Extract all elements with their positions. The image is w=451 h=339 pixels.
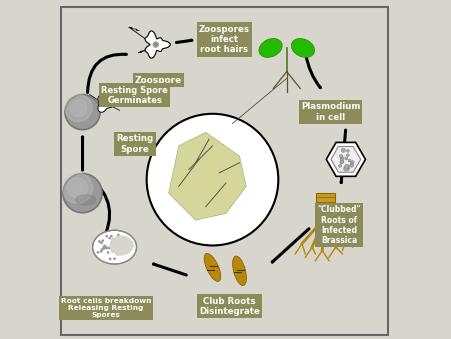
Circle shape [65, 95, 100, 129]
Circle shape [349, 164, 353, 167]
Circle shape [122, 246, 124, 249]
Circle shape [98, 240, 101, 243]
Circle shape [154, 43, 157, 46]
Circle shape [114, 240, 117, 243]
Circle shape [111, 240, 114, 243]
Circle shape [111, 238, 114, 241]
Circle shape [339, 160, 343, 164]
FancyBboxPatch shape [316, 193, 334, 217]
Ellipse shape [76, 195, 96, 205]
Circle shape [102, 247, 105, 250]
Polygon shape [330, 146, 360, 172]
Ellipse shape [291, 39, 314, 57]
Circle shape [109, 258, 111, 260]
Circle shape [101, 239, 104, 242]
Circle shape [72, 183, 83, 193]
Circle shape [101, 248, 103, 251]
Polygon shape [168, 132, 246, 220]
Circle shape [119, 247, 122, 250]
Ellipse shape [258, 39, 281, 57]
Ellipse shape [204, 254, 221, 281]
Circle shape [115, 252, 118, 255]
Circle shape [62, 173, 92, 203]
Circle shape [106, 251, 109, 254]
Circle shape [117, 234, 120, 236]
Circle shape [131, 245, 133, 247]
Circle shape [343, 166, 347, 171]
Circle shape [341, 148, 345, 152]
Circle shape [108, 246, 111, 249]
Circle shape [350, 161, 354, 164]
Circle shape [345, 149, 349, 152]
Text: Zoospores
infect
root hairs: Zoospores infect root hairs [198, 25, 249, 55]
Circle shape [123, 251, 126, 254]
Circle shape [345, 166, 349, 171]
Circle shape [106, 247, 109, 250]
Circle shape [347, 159, 350, 162]
Text: Club Roots
Disintegrate: Club Roots Disintegrate [198, 297, 259, 316]
Circle shape [127, 241, 130, 244]
Text: Resting Spore
Germinates: Resting Spore Germinates [101, 85, 168, 105]
Ellipse shape [109, 235, 133, 256]
Circle shape [116, 253, 119, 256]
Circle shape [105, 246, 107, 249]
Circle shape [344, 157, 347, 160]
Polygon shape [145, 31, 170, 58]
Circle shape [65, 95, 92, 122]
Circle shape [105, 246, 107, 248]
Circle shape [100, 241, 103, 244]
Circle shape [114, 239, 116, 242]
Circle shape [340, 156, 342, 159]
Circle shape [350, 162, 353, 165]
Circle shape [110, 240, 113, 242]
Text: "Clubbed"
Roots of
Infected
Brassica: "Clubbed" Roots of Infected Brassica [317, 205, 360, 245]
Circle shape [111, 238, 114, 241]
Circle shape [346, 154, 349, 157]
Circle shape [120, 238, 122, 240]
Circle shape [97, 251, 99, 254]
Circle shape [126, 246, 129, 249]
Circle shape [103, 244, 106, 247]
Circle shape [105, 235, 108, 237]
Circle shape [124, 245, 127, 248]
Circle shape [340, 160, 343, 163]
FancyBboxPatch shape [60, 7, 387, 335]
Circle shape [119, 249, 121, 252]
Text: Zoospore: Zoospore [134, 76, 182, 84]
Circle shape [110, 248, 113, 251]
Ellipse shape [92, 230, 136, 264]
Circle shape [67, 178, 87, 198]
Circle shape [124, 240, 127, 243]
Circle shape [102, 101, 107, 106]
Circle shape [110, 235, 112, 238]
Text: Resting
Spore: Resting Spore [116, 135, 153, 154]
Text: Plasmodium
in cell: Plasmodium in cell [300, 102, 359, 122]
Circle shape [70, 100, 87, 117]
Circle shape [338, 164, 341, 167]
Circle shape [130, 241, 133, 243]
Circle shape [108, 237, 110, 239]
Circle shape [118, 245, 121, 248]
Circle shape [153, 42, 158, 47]
Circle shape [344, 164, 348, 169]
Polygon shape [98, 95, 114, 112]
Circle shape [63, 174, 102, 213]
Text: Root cells breakdown
Releasing Resting
Spores: Root cells breakdown Releasing Resting S… [61, 298, 151, 318]
Circle shape [111, 250, 114, 253]
Circle shape [102, 246, 105, 249]
Circle shape [339, 157, 343, 161]
Ellipse shape [232, 256, 246, 285]
Circle shape [345, 165, 349, 168]
Circle shape [339, 154, 342, 158]
Polygon shape [326, 142, 364, 176]
Circle shape [113, 257, 116, 260]
Circle shape [146, 114, 278, 245]
Circle shape [100, 250, 102, 253]
